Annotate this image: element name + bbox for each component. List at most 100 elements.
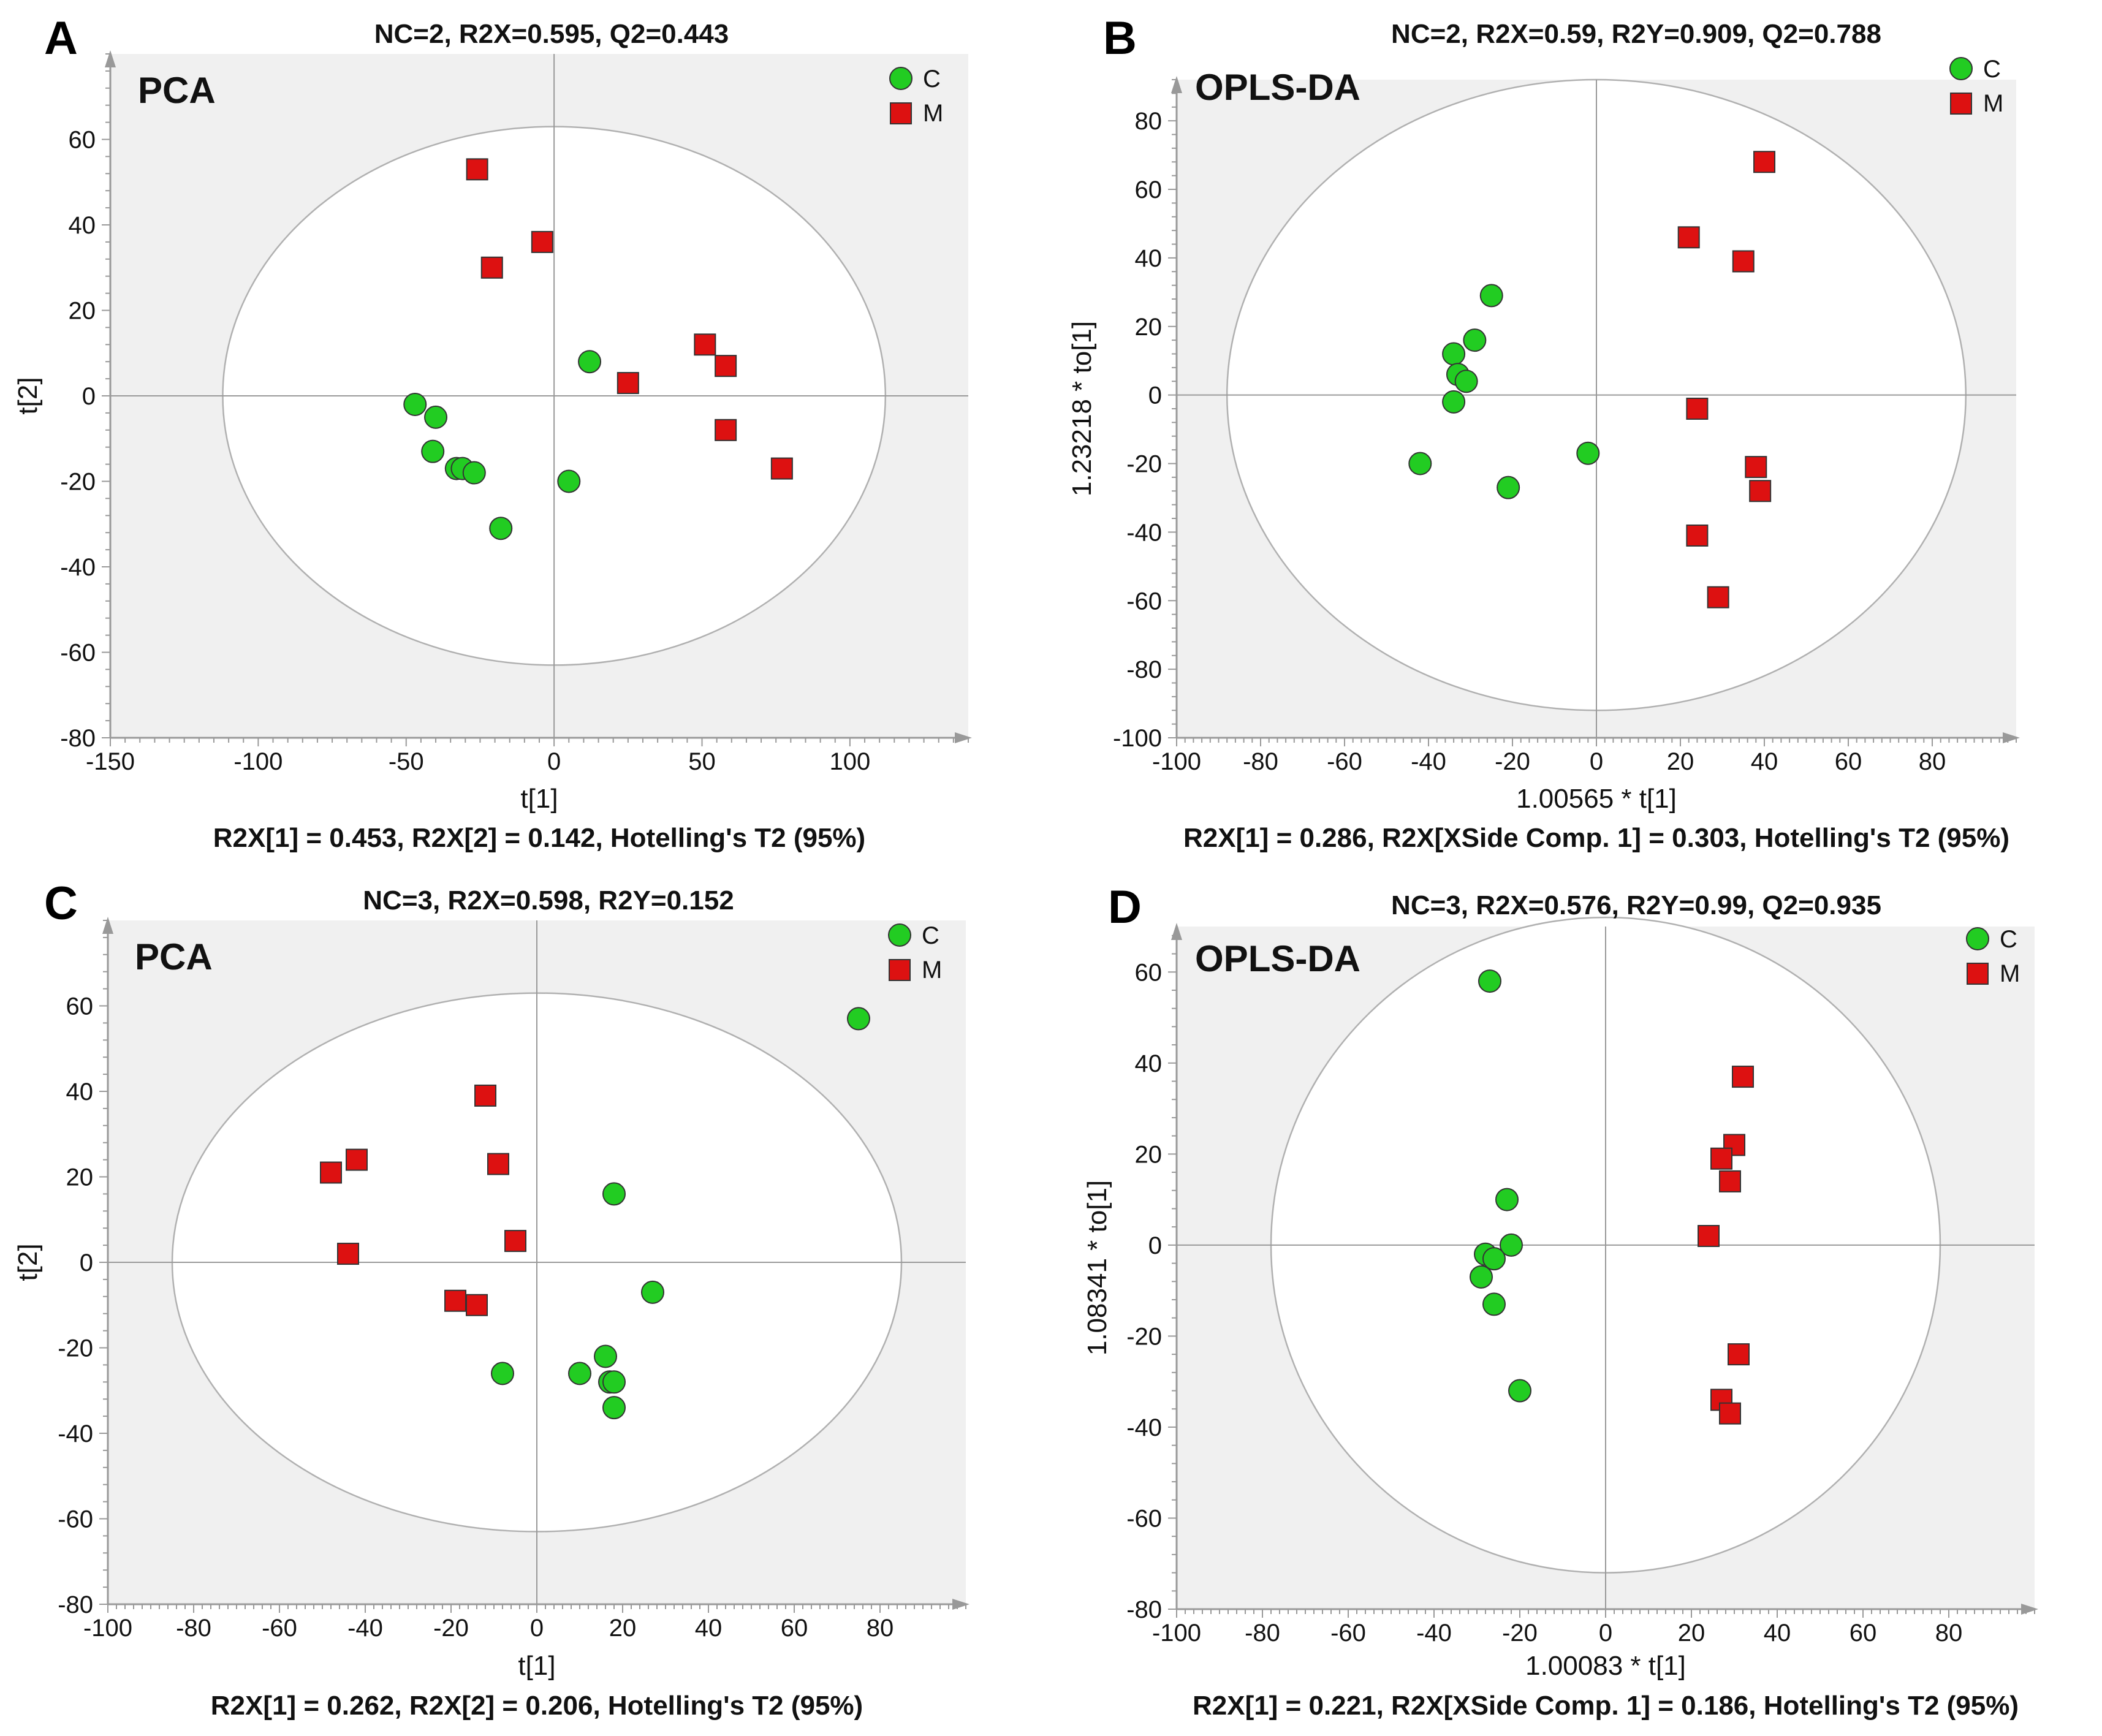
x-tick-label: -40 bbox=[347, 1615, 383, 1642]
x-tick-label: 20 bbox=[1678, 1620, 1706, 1647]
data-point-m bbox=[1732, 1066, 1754, 1088]
x-tick-label: 80 bbox=[1919, 748, 1946, 775]
y-tick-label: 40 bbox=[66, 1078, 94, 1105]
panel-title: NC=3, R2X=0.598, R2Y=0.152 bbox=[363, 885, 734, 915]
y-tick-label: 80 bbox=[1135, 108, 1163, 135]
x-tick-label: -20 bbox=[1495, 748, 1530, 775]
data-point-c bbox=[578, 350, 602, 374]
legend: CM bbox=[1949, 56, 2003, 117]
data-point-c bbox=[1408, 452, 1432, 476]
x-axis-label: 1.00565 * t[1] bbox=[1516, 784, 1677, 814]
x-tick-label: -20 bbox=[433, 1615, 469, 1642]
legend-marker-c bbox=[888, 923, 911, 947]
data-point-m bbox=[1710, 1147, 1732, 1170]
x-tick-label: 40 bbox=[695, 1615, 723, 1642]
x-axis-arrow bbox=[955, 732, 972, 743]
data-point-c bbox=[1478, 969, 1501, 993]
panel-letter: B bbox=[1103, 12, 1137, 64]
panel-b: -100 -80 -60 -40 -20 0 20 40 60 80 -100 -80 -60 -40 -2… bbox=[1067, 12, 2020, 853]
x-tick-label: -100 bbox=[1152, 748, 1201, 775]
x-tick-label: -100 bbox=[233, 748, 283, 775]
data-point-c bbox=[594, 1344, 617, 1368]
y-tick-label: 20 bbox=[1135, 314, 1163, 341]
y-tick-label: -40 bbox=[60, 554, 96, 581]
y-tick-label: -60 bbox=[1126, 588, 1162, 615]
y-tick-label: -20 bbox=[1126, 1323, 1162, 1350]
data-point-m bbox=[770, 457, 793, 480]
legend-marker-c bbox=[1949, 57, 1973, 80]
x-tick-label: 40 bbox=[1751, 748, 1778, 775]
y-tick-label: 0 bbox=[1148, 382, 1162, 409]
y-tick-label: -60 bbox=[1126, 1505, 1162, 1532]
data-point-c bbox=[1463, 328, 1487, 352]
y-tick-label: 60 bbox=[69, 127, 96, 154]
data-point-m bbox=[1677, 226, 1700, 249]
y-tick-label: -80 bbox=[1126, 656, 1162, 683]
series-m bbox=[1698, 1066, 1754, 1425]
legend-marker-m bbox=[1967, 963, 1989, 985]
data-point-m bbox=[480, 256, 503, 279]
data-point-c bbox=[568, 1362, 591, 1385]
data-point-c bbox=[489, 517, 513, 540]
panel-letter: C bbox=[44, 877, 78, 930]
legend-label-c: C bbox=[2000, 926, 2017, 953]
x-tick-label: -100 bbox=[83, 1615, 132, 1642]
data-point-m bbox=[1719, 1402, 1741, 1425]
x-tick-label: 0 bbox=[547, 748, 561, 775]
legend-label-c: C bbox=[1983, 56, 2001, 83]
legend-label-m: M bbox=[923, 100, 943, 127]
x-tick-label: -100 bbox=[1152, 1620, 1201, 1647]
y-tick-label: -20 bbox=[58, 1335, 93, 1362]
data-point-m bbox=[487, 1153, 509, 1175]
data-point-c bbox=[641, 1280, 664, 1304]
panel-title: NC=2, R2X=0.59, R2Y=0.909, Q2=0.788 bbox=[1391, 19, 1881, 49]
y-tick-label: 40 bbox=[69, 212, 96, 239]
y-axis-arrow bbox=[1171, 76, 1182, 93]
series-c bbox=[491, 1007, 870, 1420]
y-axis-label: 1.08341 * to[1] bbox=[1082, 1180, 1112, 1355]
x-tick-label: -20 bbox=[1502, 1620, 1538, 1647]
data-point-m bbox=[1719, 1170, 1741, 1192]
x-tick-label: 0 bbox=[1599, 1620, 1612, 1647]
data-point-c bbox=[1470, 1265, 1493, 1289]
y-tick-label: 0 bbox=[80, 1249, 93, 1276]
x-tick-label: -80 bbox=[1243, 748, 1278, 775]
data-point-c bbox=[421, 439, 445, 463]
data-point-c bbox=[491, 1362, 514, 1385]
method-label: PCA bbox=[138, 70, 216, 111]
y-tick-label: -60 bbox=[60, 640, 96, 667]
y-tick-label: -40 bbox=[1126, 1414, 1162, 1441]
data-point-c bbox=[1442, 390, 1466, 414]
y-tick-label: 20 bbox=[1135, 1141, 1163, 1168]
data-point-m bbox=[531, 230, 553, 253]
data-point-m bbox=[474, 1084, 496, 1107]
legend-label-c: C bbox=[922, 922, 939, 949]
data-point-c bbox=[1508, 1379, 1531, 1403]
y-axis-label: t[2] bbox=[13, 377, 43, 414]
legend-marker-m bbox=[1950, 93, 1972, 115]
data-point-c bbox=[1479, 284, 1503, 308]
legend-marker-m bbox=[890, 102, 912, 124]
panel-caption: R2X[1] = 0.262, R2X[2] = 0.206, Hotellin… bbox=[211, 1691, 863, 1721]
x-tick-label: -40 bbox=[1411, 748, 1446, 775]
panel-caption: R2X[1] = 0.453, R2X[2] = 0.142, Hotellin… bbox=[213, 823, 865, 853]
y-tick-label: 60 bbox=[1135, 176, 1163, 203]
y-tick-label: -60 bbox=[58, 1506, 93, 1533]
panel-letter: A bbox=[44, 12, 78, 64]
x-axis-label: t[1] bbox=[518, 1651, 555, 1681]
x-tick-label: 40 bbox=[1764, 1620, 1791, 1647]
data-point-c bbox=[1500, 1233, 1523, 1257]
x-tick-label: -80 bbox=[176, 1615, 211, 1642]
data-point-m bbox=[1698, 1225, 1720, 1248]
y-tick-label: 20 bbox=[69, 298, 96, 325]
y-tick-label: -40 bbox=[1126, 519, 1162, 546]
x-tick-label: -60 bbox=[262, 1615, 297, 1642]
data-point-c bbox=[1497, 476, 1520, 499]
x-axis-label: t[1] bbox=[520, 784, 558, 814]
x-tick-label: -80 bbox=[1245, 1620, 1280, 1647]
panel-caption: R2X[1] = 0.221, R2X[XSide Comp. 1] = 0.1… bbox=[1193, 1691, 2019, 1721]
y-tick-label: -100 bbox=[1113, 725, 1162, 752]
y-tick-label: -40 bbox=[58, 1420, 93, 1447]
panel-c: -100 -80 -60 -40 -20 0 20 40 60 80-80-60-40-20020… bbox=[13, 877, 969, 1721]
y-tick-label: 40 bbox=[1135, 1050, 1163, 1077]
